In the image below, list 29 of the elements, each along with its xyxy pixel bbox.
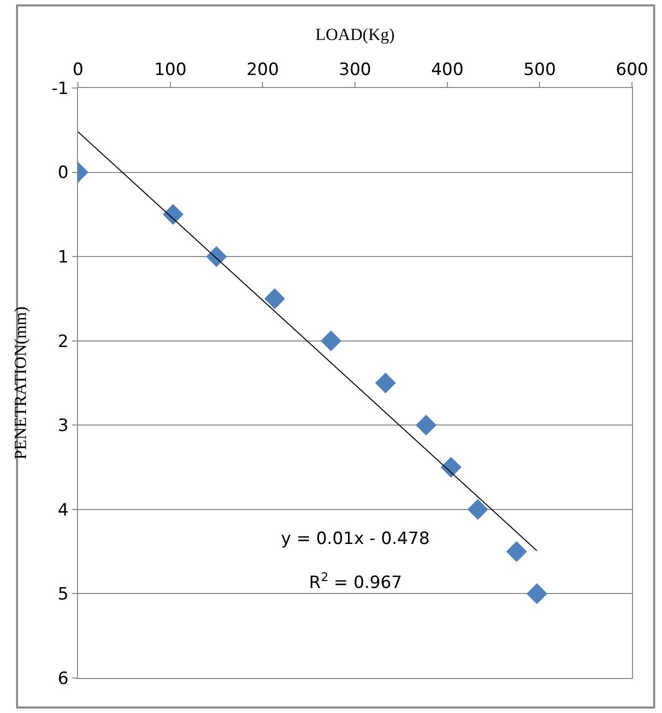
point [467,499,488,520]
point [320,330,342,352]
x-tick-label: 500 [523,60,556,80]
y-tick-label: 2 [58,332,69,352]
point [162,204,184,225]
point [526,583,548,604]
point [264,288,286,310]
annotation: R$^{2}$ = 0.967 [309,570,402,594]
x-axis-title: LOAD(Kg) [315,24,395,44]
x-tick-label: 400 [431,60,464,80]
x-tick-label: 300 [338,60,372,80]
point [206,246,227,267]
point [416,414,436,436]
y-axis-title: PENETRATION(mm) [11,306,30,460]
x-tick-label: 100 [154,60,187,80]
point [506,541,527,562]
y-tick-label: 1 [58,248,69,268]
point [440,456,462,478]
y-tick-label: -1 [52,78,69,99]
y-tick-label: 3 [58,416,69,436]
y-tick-label: 0 [58,163,69,184]
x-tick-label: 200 [246,60,279,80]
y-tick-label: 4 [58,500,69,520]
point [375,372,396,394]
y-tick-label: 5 [58,584,69,605]
annotation: y = 0.01x - 0.478 [281,529,430,549]
x-tick-label: 600 [616,60,648,80]
y-tick-label: 6 [58,668,69,689]
x-tick-label: 0 [72,60,84,80]
